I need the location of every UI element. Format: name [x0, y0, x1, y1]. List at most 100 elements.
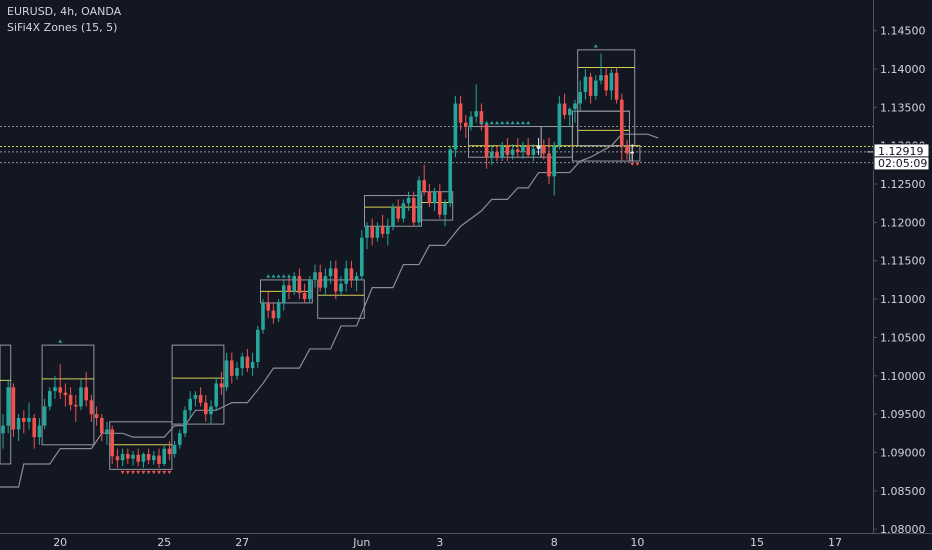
- candle-body: [599, 75, 603, 81]
- time-tick-label: 17: [828, 536, 842, 549]
- candle-body: [365, 226, 369, 238]
- zone-box: [468, 126, 542, 158]
- candle: [209, 400, 213, 424]
- candle-body: [22, 417, 26, 422]
- candle-body: [74, 404, 78, 407]
- price-tick-label: 1.08000: [880, 523, 926, 536]
- down-signal-marker: [151, 470, 156, 475]
- candle-body: [235, 368, 239, 376]
- price-tick-label: 1.11500: [880, 255, 926, 268]
- candle: [172, 440, 177, 458]
- candle-body: [141, 454, 146, 462]
- candle-body: [230, 360, 234, 376]
- candle: [427, 184, 432, 208]
- candle-body: [48, 391, 52, 407]
- candle-body: [214, 383, 218, 407]
- candle-body: [167, 448, 172, 455]
- candle: [27, 402, 31, 430]
- candle-body: [490, 151, 494, 158]
- candle-body: [438, 191, 442, 215]
- candle: [100, 414, 104, 441]
- candle: [250, 352, 255, 376]
- price-tick-label: 1.13500: [880, 101, 926, 114]
- candle: [131, 450, 135, 466]
- up-signal-marker: [276, 274, 281, 278]
- candle-body: [432, 191, 437, 204]
- candle-body: [443, 203, 447, 215]
- candle-body: [136, 454, 140, 462]
- candle-body: [526, 145, 530, 155]
- candle: [521, 141, 525, 159]
- candle-body: [245, 356, 250, 369]
- candle: [432, 187, 437, 211]
- up-signal-marker: [515, 120, 520, 125]
- candle: [146, 448, 151, 464]
- candle: [620, 93, 624, 162]
- candle-body: [271, 310, 276, 319]
- last-price-label: 1.12919: [878, 145, 924, 158]
- candle: [536, 138, 541, 155]
- candle: [198, 387, 203, 407]
- candle: [380, 214, 385, 238]
- candle-body: [105, 429, 109, 434]
- time-axis: 20 25 27 Jun 3 8 10 15 17: [0, 533, 932, 550]
- candle: [313, 264, 317, 288]
- candle-body: [609, 72, 614, 91]
- candle: [302, 283, 307, 303]
- candle: [578, 80, 582, 112]
- candle-body: [323, 276, 328, 288]
- candle: [53, 375, 57, 399]
- candle: [583, 69, 588, 100]
- candle: [328, 260, 333, 284]
- candle: [547, 138, 551, 185]
- candle: [318, 264, 322, 292]
- candle-body: [53, 387, 57, 392]
- candle: [474, 84, 478, 123]
- candle-body: [536, 145, 541, 149]
- candle: [276, 299, 281, 323]
- down-signal-marker: [146, 470, 151, 475]
- candle-body: [198, 394, 203, 403]
- price-tick-label: 1.08500: [880, 485, 926, 498]
- trail-path: [0, 133, 659, 488]
- candle: [292, 272, 296, 296]
- zone-box: [577, 49, 636, 147]
- signal-markers: [58, 44, 640, 475]
- time-tick-label: 3: [436, 536, 443, 549]
- candle-body: [360, 237, 364, 277]
- candle: [453, 95, 458, 158]
- candle-body: [583, 76, 588, 93]
- candle: [11, 383, 16, 438]
- candle: [479, 103, 484, 131]
- price-tick-label: 1.10000: [880, 370, 926, 383]
- candle: [484, 122, 489, 169]
- candle: [552, 141, 556, 196]
- price-axis: 1.145001.140001.135001.130001.125001.120…: [873, 0, 932, 550]
- time-tick-label: 20: [53, 536, 67, 549]
- price-tick-label: 1.09500: [880, 408, 926, 421]
- candle: [235, 361, 239, 380]
- candle-body: [328, 268, 333, 277]
- chart-legend: EURUSD, 4h, OANDA SiFi4X Zones (15, 5): [7, 4, 121, 36]
- candle: [438, 184, 442, 219]
- price-tick-label: 1.14000: [880, 63, 926, 76]
- zone-boxes: [0, 49, 641, 470]
- candle-body: [531, 148, 536, 155]
- time-tick-label: 10: [630, 536, 644, 549]
- candle-body: [578, 92, 582, 104]
- candle: [339, 276, 343, 296]
- candle: [136, 448, 140, 467]
- candle: [531, 144, 536, 162]
- candle: [630, 144, 634, 162]
- candle-body: [521, 145, 525, 152]
- candle-body: [126, 454, 130, 459]
- down-signal-marker: [141, 470, 146, 475]
- candle: [344, 260, 348, 292]
- candle: [219, 371, 224, 395]
- candle: [354, 272, 359, 292]
- bar-countdown-label: 02:05:09: [878, 157, 927, 170]
- candle-body: [412, 197, 416, 223]
- candle-body: [547, 153, 551, 177]
